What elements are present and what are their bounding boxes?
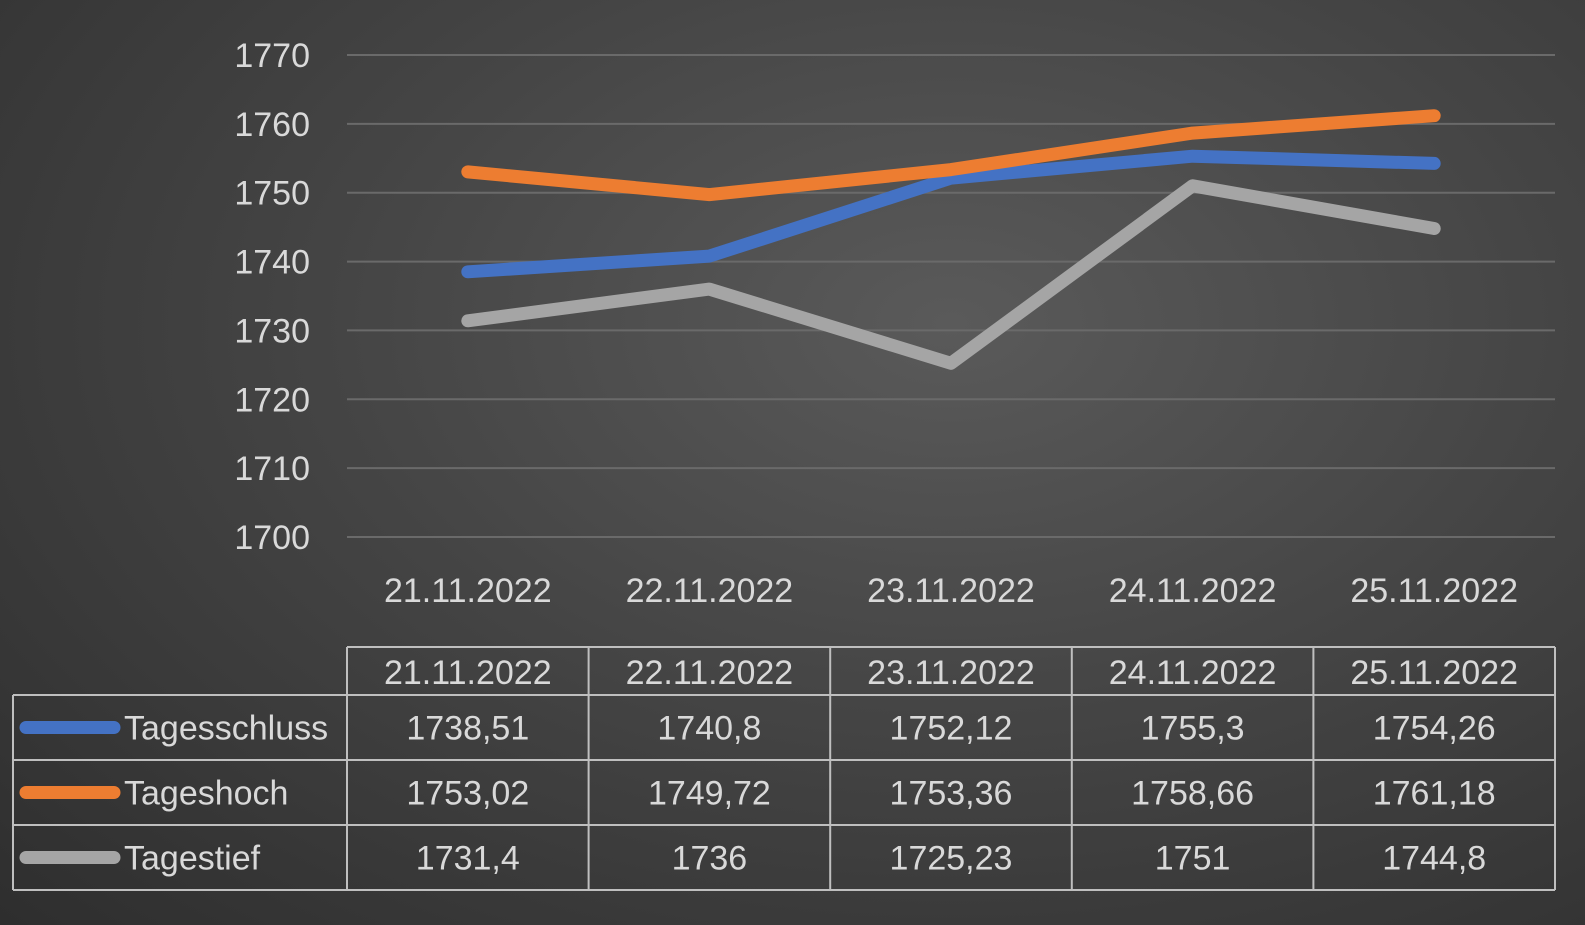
y-tick-label: 1770	[234, 37, 310, 75]
y-tick-label: 1700	[234, 519, 310, 557]
table-header-cell: 23.11.2022	[867, 654, 1035, 692]
table-value-cell: 1761,18	[1373, 775, 1496, 813]
table-header-cell: 21.11.2022	[384, 654, 552, 692]
table-header-cell: 25.11.2022	[1350, 654, 1518, 692]
data-table: 21.11.2022 22.11.2022 23.11.2022 24.11.2022…	[12, 646, 1556, 891]
table-value-cell: 1753,36	[890, 775, 1013, 813]
x-axis-ticks: 21.11.2022 22.11.2022 23.11.2022 24.11.2022…	[384, 572, 1518, 610]
legend-label: Tagesschluss	[124, 710, 328, 748]
y-tick-label: 1760	[234, 106, 310, 144]
y-tick-label: 1720	[234, 381, 310, 419]
series-lines	[461, 109, 1441, 370]
table-value-cell: 1736	[672, 840, 748, 878]
table-value-cell: 1755,3	[1141, 710, 1245, 748]
y-tick-label: 1750	[234, 175, 310, 213]
table-header-cell: 24.11.2022	[1109, 654, 1277, 692]
table-value-cell: 1744,8	[1382, 840, 1486, 878]
series-line-tageshoch	[461, 109, 1441, 202]
table-value-cell: 1740,8	[657, 710, 761, 748]
table-value-cell: 1751	[1155, 840, 1231, 878]
legend-label: Tageshoch	[124, 775, 288, 813]
x-tick-label: 21.11.2022	[384, 572, 552, 610]
series-line-tagestief	[461, 179, 1441, 370]
x-tick-label: 25.11.2022	[1350, 572, 1518, 610]
table-value-cell: 1758,66	[1131, 775, 1254, 813]
table-value-cell: 1731,4	[416, 840, 520, 878]
series-line-tagesschluss	[461, 149, 1441, 279]
table-value-cell: 1749,72	[648, 775, 771, 813]
y-axis-ticks: 1700 1710 1720 1730 1740 1750 1760 1770	[234, 37, 310, 557]
table-value-cell: 1725,23	[890, 840, 1013, 878]
y-tick-label: 1710	[234, 450, 310, 488]
table-value-cell: 1738,51	[406, 710, 529, 748]
legend-label: Tagestief	[124, 840, 261, 878]
y-tick-label: 1730	[234, 312, 310, 350]
gridlines	[347, 54, 1555, 538]
x-tick-label: 24.11.2022	[1109, 572, 1277, 610]
x-tick-label: 23.11.2022	[867, 572, 1035, 610]
y-tick-label: 1740	[234, 244, 310, 282]
x-tick-label: 22.11.2022	[626, 572, 794, 610]
table-value-cell: 1754,26	[1373, 710, 1496, 748]
table-header-cell: 22.11.2022	[626, 654, 794, 692]
table-value-cell: 1753,02	[406, 775, 529, 813]
table-value-cell: 1752,12	[890, 710, 1013, 748]
